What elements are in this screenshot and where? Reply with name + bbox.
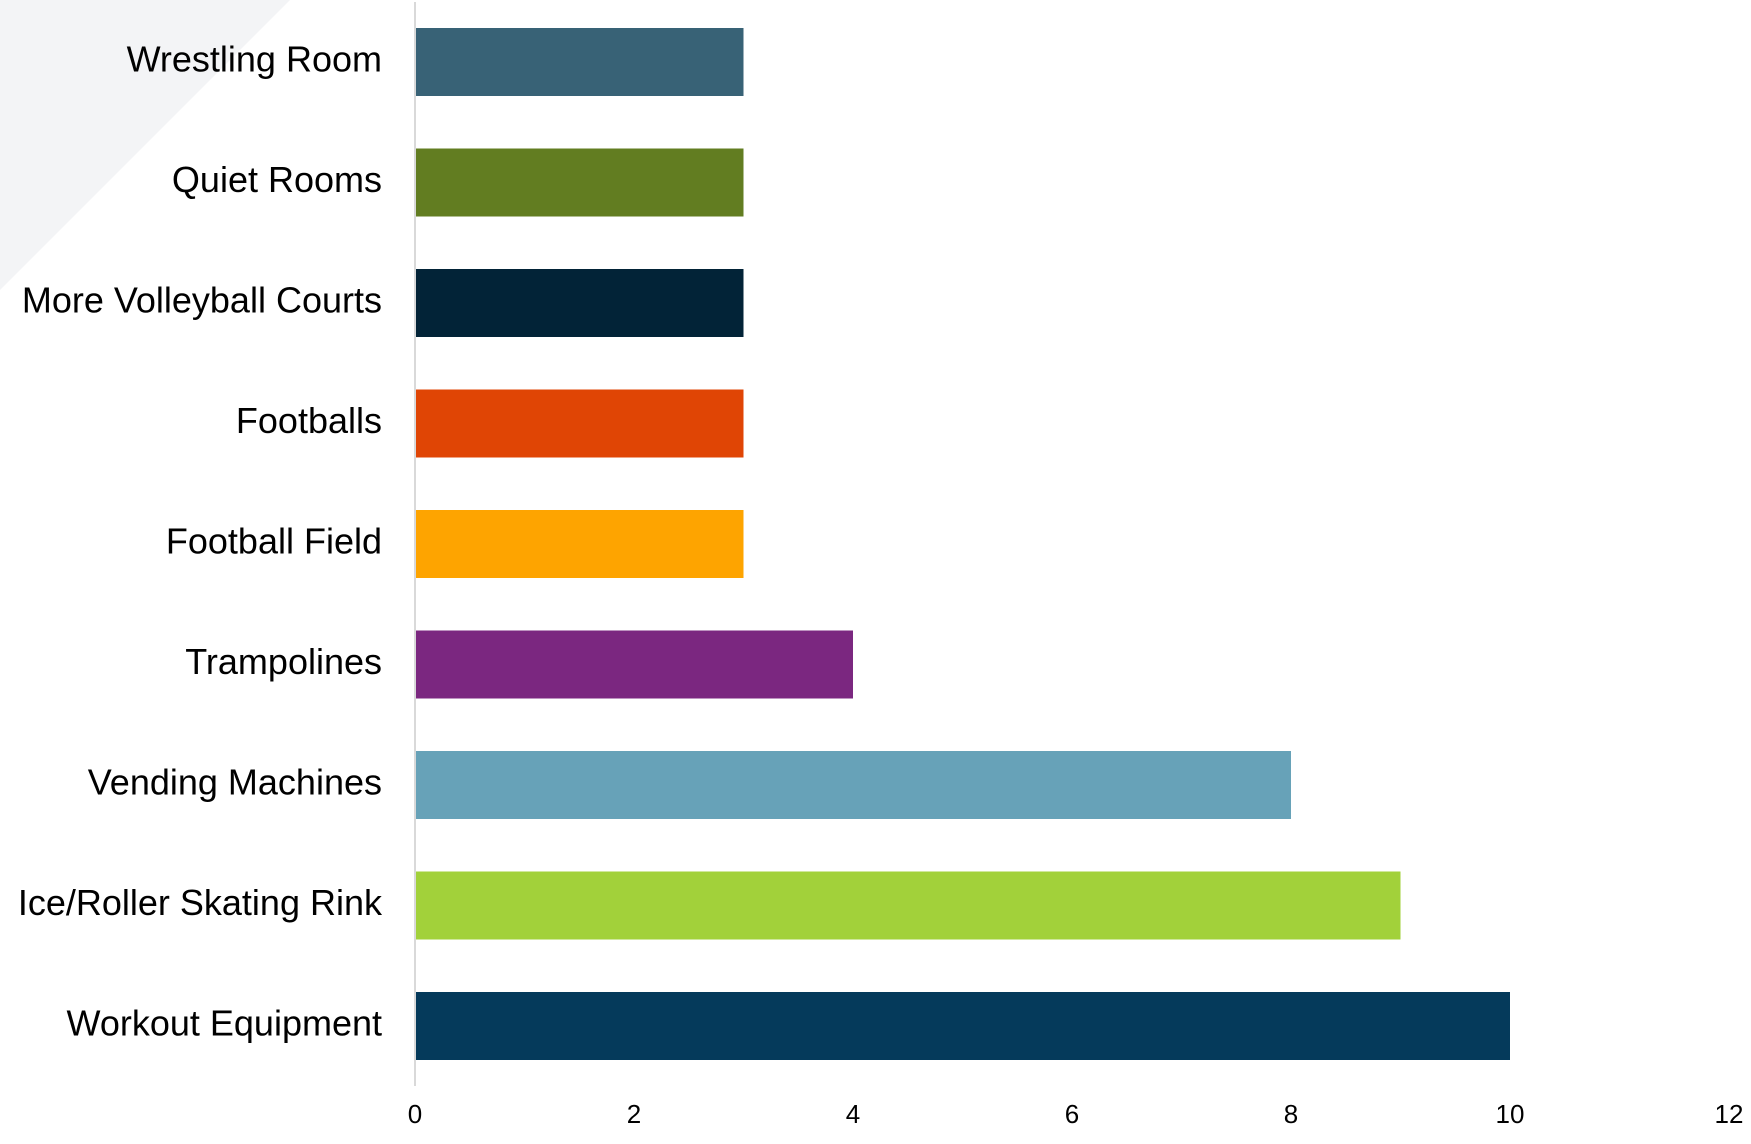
bar (415, 871, 1401, 940)
bars-group (415, 28, 1510, 1060)
category-label: Vending Machines (88, 762, 382, 803)
bar (415, 992, 1510, 1060)
category-label: Football Field (166, 521, 382, 562)
bar (415, 148, 744, 217)
x-axis-tick-labels: 0 2 4 6 8 10 12 (408, 1099, 1744, 1129)
category-label: Workout Equipment (67, 1003, 383, 1044)
category-label: Trampolines (185, 641, 382, 682)
category-label: Footballs (236, 400, 382, 441)
x-tick-label: 12 (1715, 1099, 1744, 1129)
category-label: More Volleyball Courts (22, 280, 382, 321)
x-tick-label: 10 (1496, 1099, 1525, 1129)
x-tick-label: 6 (1065, 1099, 1079, 1129)
x-tick-label: 8 (1284, 1099, 1298, 1129)
bar (415, 510, 744, 578)
bar (415, 389, 744, 458)
x-tick-label: 2 (627, 1099, 641, 1129)
category-label: Wrestling Room (127, 39, 382, 80)
x-tick-label: 0 (408, 1099, 422, 1129)
category-label: Quiet Rooms (172, 159, 382, 200)
x-tick-label: 4 (846, 1099, 860, 1129)
bar (415, 28, 744, 96)
bar (415, 751, 1291, 819)
bar (415, 630, 853, 699)
category-labels: Wrestling Room Quiet Rooms More Volleyball… (18, 39, 383, 1044)
background-decoration (0, 0, 290, 290)
category-label: Ice/Roller Skating Rink (18, 882, 383, 923)
bar (415, 269, 744, 337)
